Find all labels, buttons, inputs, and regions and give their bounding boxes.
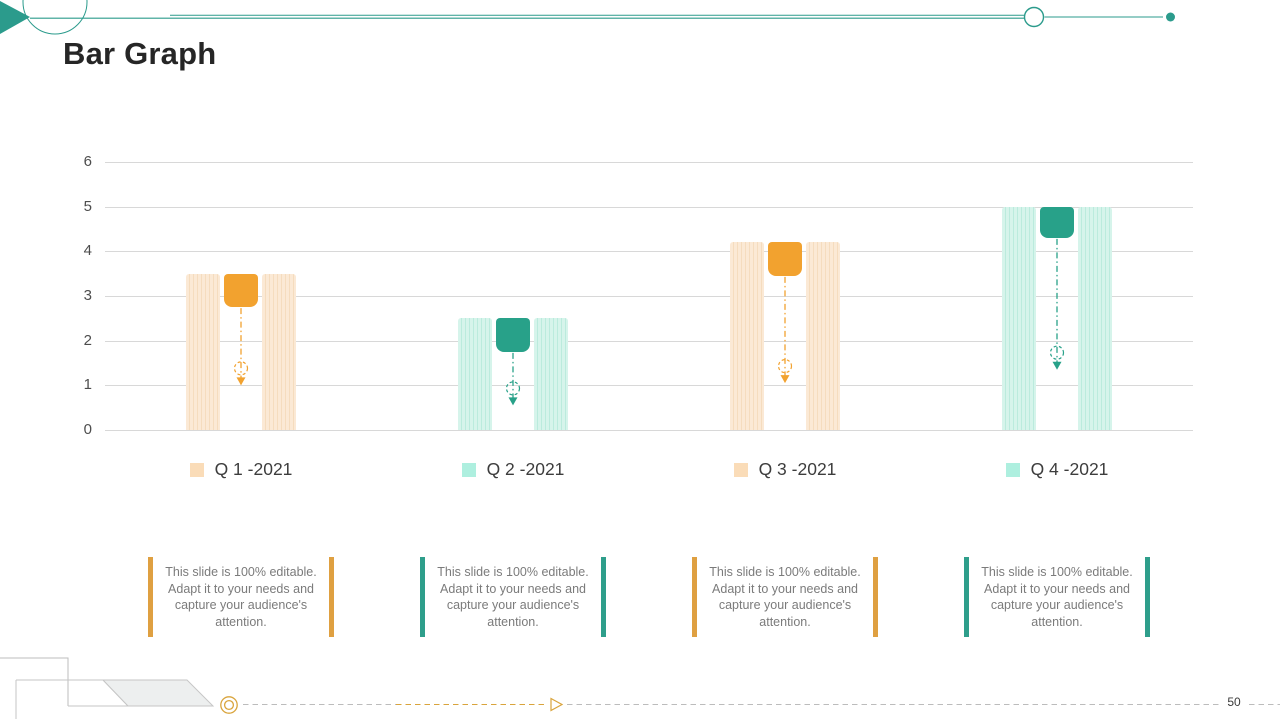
top-open-circle-icon: [1023, 6, 1045, 28]
callout-box-1: This slide is 100% editable. Adapt it to…: [148, 555, 334, 639]
legend-swatch-q3: [733, 462, 748, 477]
legend-swatch-q2: [461, 462, 476, 477]
legend-label: Q 1 -2021: [214, 459, 293, 479]
callout-accent-bar: [601, 557, 606, 637]
gridline: [105, 430, 1193, 431]
chart-legend: Q 1 -2021 Q 2 -2021 Q 3 -2021 Q 4 -2021: [105, 459, 1193, 480]
callout-text: This slide is 100% editable. Adapt it to…: [981, 565, 1133, 629]
dashed-circle-icon: [777, 359, 793, 374]
parallelogram-shape: [101, 679, 215, 707]
legend-item-q3: Q 3 -2021: [733, 459, 837, 480]
arrow-down-icon: [236, 377, 246, 386]
callout-text: This slide is 100% editable. Adapt it to…: [709, 565, 861, 629]
legend-swatch-q4: [1005, 462, 1020, 477]
page-number: 50: [1227, 695, 1241, 709]
striped-bar: [534, 318, 568, 430]
top-left-circle-arc: [22, 0, 88, 35]
bar-value-marker: [496, 318, 530, 352]
legend-swatch-q1: [189, 462, 204, 477]
bar-value-marker: [768, 242, 802, 276]
callout-box-4: This slide is 100% editable. Adapt it to…: [964, 555, 1150, 639]
y-axis-tick-label: 6: [83, 153, 92, 170]
callout-box-2: This slide is 100% editable. Adapt it to…: [420, 555, 606, 639]
page-title: Bar Graph: [63, 36, 217, 71]
callout-accent-bar: [329, 557, 334, 637]
striped-bar: [806, 242, 840, 430]
bullseye-inner-circle-icon: [223, 699, 235, 711]
callout-text: This slide is 100% editable. Adapt it to…: [437, 565, 589, 629]
gridline: [105, 385, 1193, 387]
top-left-triangle-icon: [0, 1, 30, 34]
legend-item-q2: Q 2 -2021: [461, 459, 565, 480]
callout-accent-bar: [420, 557, 425, 637]
callout-accent-bar: [692, 557, 697, 637]
callout-accent-bar: [873, 557, 878, 637]
arrow-down-icon: [508, 397, 518, 406]
callout-text: This slide is 100% editable. Adapt it to…: [165, 565, 317, 629]
callout-row: This slide is 100% editable. Adapt it to…: [105, 555, 1193, 639]
y-axis-tick-label: 0: [83, 421, 92, 438]
striped-bar: [458, 318, 492, 430]
legend-label: Q 3 -2021: [758, 459, 837, 479]
striped-bar: [262, 273, 296, 430]
legend-item-q4: Q 4 -2021: [1005, 459, 1109, 480]
top-dot-icon: [1166, 12, 1175, 22]
legend-label: Q 4 -2021: [1030, 459, 1109, 479]
corner-frame-outer: [0, 657, 69, 706]
y-axis-tick-label: 1: [83, 376, 92, 394]
gridline: [105, 340, 1193, 342]
dashed-circle-icon: [505, 381, 521, 396]
legend-item-q1: Q 1 -2021: [189, 459, 293, 480]
arrow-right-icon: [550, 697, 564, 712]
gridline: [105, 296, 1193, 297]
striped-bar: [1002, 206, 1036, 430]
gridline: [105, 206, 1193, 208]
callout-accent-bar: [148, 557, 153, 637]
callout-accent-bar: [1145, 557, 1150, 637]
bar-value-marker: [1040, 206, 1074, 238]
callout-accent-bar: [964, 557, 969, 637]
y-axis-tick-label: 3: [83, 287, 92, 304]
y-axis-tick-label: 2: [83, 331, 92, 349]
legend-label: Q 2 -2021: [486, 459, 565, 479]
arrow-down-icon: [780, 375, 790, 384]
callout-box-3: This slide is 100% editable. Adapt it to…: [692, 555, 878, 639]
arrow-down-icon: [1052, 361, 1062, 370]
y-axis-tick-label: 5: [83, 197, 92, 215]
striped-bar: [186, 273, 220, 430]
y-axis-tick-label: 4: [83, 242, 92, 260]
striped-bar: [730, 242, 764, 430]
striped-bar: [1078, 206, 1112, 430]
gridline: [105, 251, 1193, 253]
gridline: [105, 162, 1193, 163]
dashed-circle-icon: [233, 361, 249, 376]
bar-value-marker: [224, 273, 258, 308]
dashed-circle-icon: [1049, 345, 1065, 360]
